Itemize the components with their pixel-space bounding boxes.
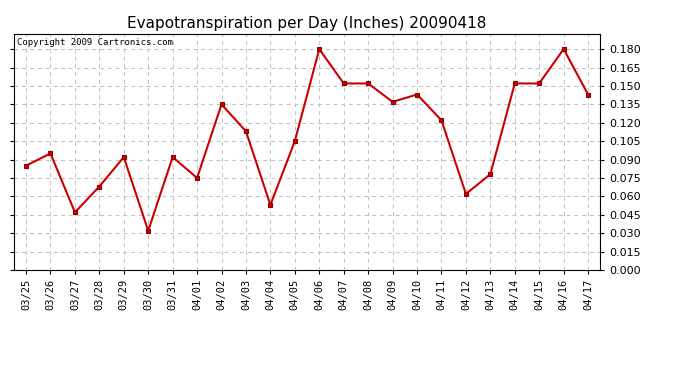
Text: Copyright 2009 Cartronics.com: Copyright 2009 Cartronics.com [17,39,172,48]
Title: Evapotranspiration per Day (Inches) 20090418: Evapotranspiration per Day (Inches) 2009… [128,16,486,31]
